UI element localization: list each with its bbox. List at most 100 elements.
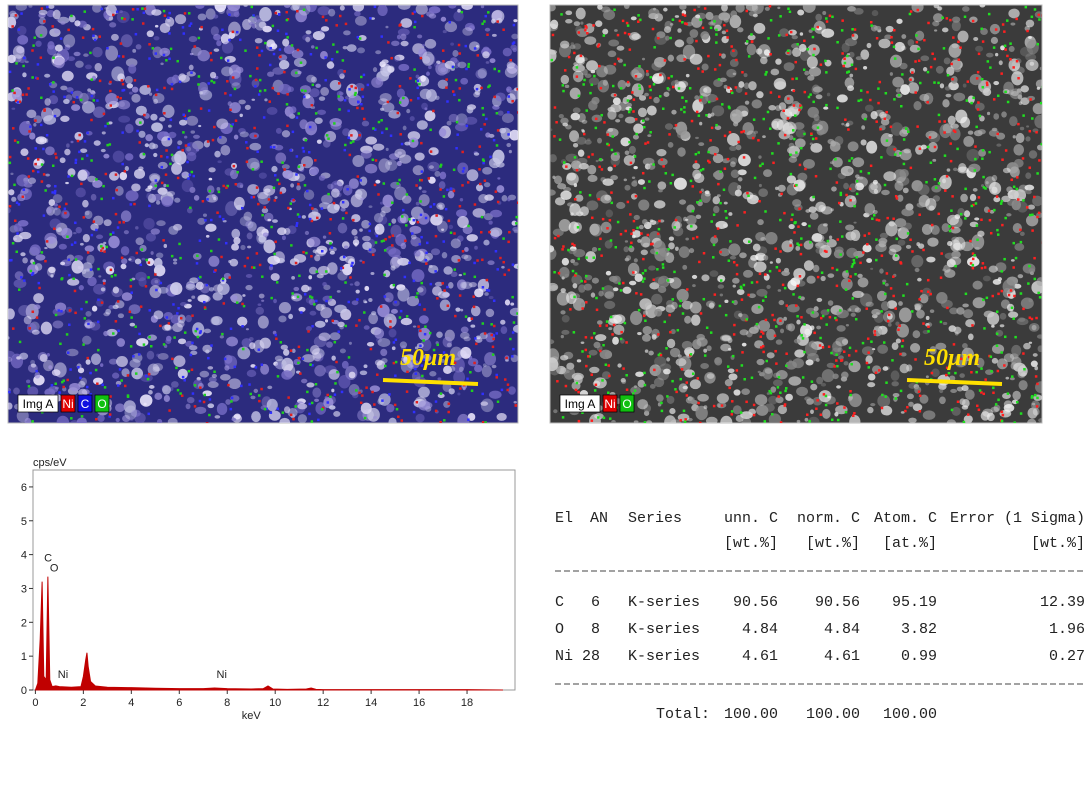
particle	[240, 114, 243, 117]
element-dot	[704, 7, 707, 10]
particle	[854, 8, 864, 15]
element-dot	[983, 393, 986, 396]
element-dot	[671, 174, 674, 177]
element-dot	[171, 88, 174, 91]
element-dot	[784, 134, 787, 137]
element-dot	[779, 219, 782, 222]
particle	[96, 235, 103, 239]
element-dot	[620, 87, 623, 90]
particle	[830, 141, 841, 151]
particle	[451, 255, 461, 263]
particle	[30, 360, 35, 365]
element-dot	[489, 156, 492, 159]
element-dot	[784, 404, 787, 407]
element-dot	[650, 76, 653, 79]
element-dot	[697, 67, 700, 70]
particle	[124, 230, 129, 234]
particle	[885, 283, 889, 286]
particle	[360, 198, 364, 201]
element-dot	[592, 24, 595, 27]
element-dot	[927, 330, 930, 333]
element-dot	[597, 198, 600, 201]
element-dot	[136, 130, 139, 133]
element-dot	[1005, 149, 1008, 152]
element-dot	[389, 326, 392, 329]
element-dot	[91, 95, 94, 98]
particle	[386, 404, 394, 412]
particle	[234, 135, 239, 140]
particle	[848, 398, 852, 402]
particle	[831, 208, 834, 211]
element-dot	[709, 139, 712, 142]
element-dot	[849, 275, 852, 278]
element-dot	[53, 228, 56, 231]
particle	[443, 30, 447, 33]
particle	[769, 413, 781, 425]
element-dot	[907, 232, 910, 235]
particle	[771, 118, 784, 130]
element-dot	[165, 149, 168, 152]
particle	[745, 101, 749, 105]
particle	[77, 418, 87, 426]
particle	[738, 81, 744, 88]
particle	[698, 142, 704, 146]
particle	[177, 140, 182, 145]
particle	[561, 335, 564, 338]
element-dot	[803, 351, 806, 354]
element-dot	[488, 84, 491, 87]
particle	[319, 96, 325, 101]
legend-label: Ni	[62, 397, 73, 411]
particle	[596, 160, 599, 162]
element-dot	[777, 386, 780, 389]
particle	[606, 271, 611, 276]
particle	[189, 65, 194, 71]
element-dot	[132, 355, 135, 358]
element-dot	[839, 309, 842, 312]
particle	[428, 65, 432, 69]
particle	[46, 207, 52, 213]
particle	[797, 420, 801, 423]
element-dot	[310, 53, 313, 56]
element-dot	[1031, 318, 1034, 321]
particle	[168, 418, 178, 426]
element-dot	[1022, 352, 1025, 355]
element-dot	[279, 56, 282, 59]
particle	[377, 304, 389, 317]
element-dot	[170, 119, 173, 122]
element-dot	[18, 28, 21, 31]
element-dot	[292, 418, 295, 421]
particle	[998, 277, 1002, 281]
particle	[514, 264, 521, 269]
particle	[310, 345, 320, 355]
particle	[447, 121, 452, 126]
particle	[437, 377, 441, 380]
element-dot	[467, 418, 470, 421]
element-dot	[501, 389, 504, 392]
element-dot	[38, 282, 41, 285]
particle	[16, 174, 29, 186]
particle	[1001, 111, 1007, 117]
element-dot	[492, 338, 495, 341]
element-dot	[74, 290, 77, 293]
particle	[877, 345, 888, 354]
element-dot	[467, 225, 470, 228]
element-dot	[876, 37, 879, 40]
element-dot	[117, 384, 120, 387]
element-dot	[1036, 397, 1039, 400]
particle	[48, 4, 54, 8]
particle	[704, 372, 715, 384]
particle	[928, 142, 938, 152]
particle	[624, 3, 630, 9]
particle	[637, 332, 642, 335]
particle	[431, 248, 440, 255]
particle	[505, 299, 510, 305]
particle	[231, 243, 239, 250]
element-dot	[362, 261, 365, 264]
element-dot	[674, 388, 677, 391]
element-dot	[736, 369, 739, 372]
element-dot	[719, 53, 722, 56]
element-dot	[136, 8, 139, 11]
element-dot	[123, 18, 126, 21]
element-dot	[191, 369, 194, 372]
element-dot	[348, 301, 351, 304]
